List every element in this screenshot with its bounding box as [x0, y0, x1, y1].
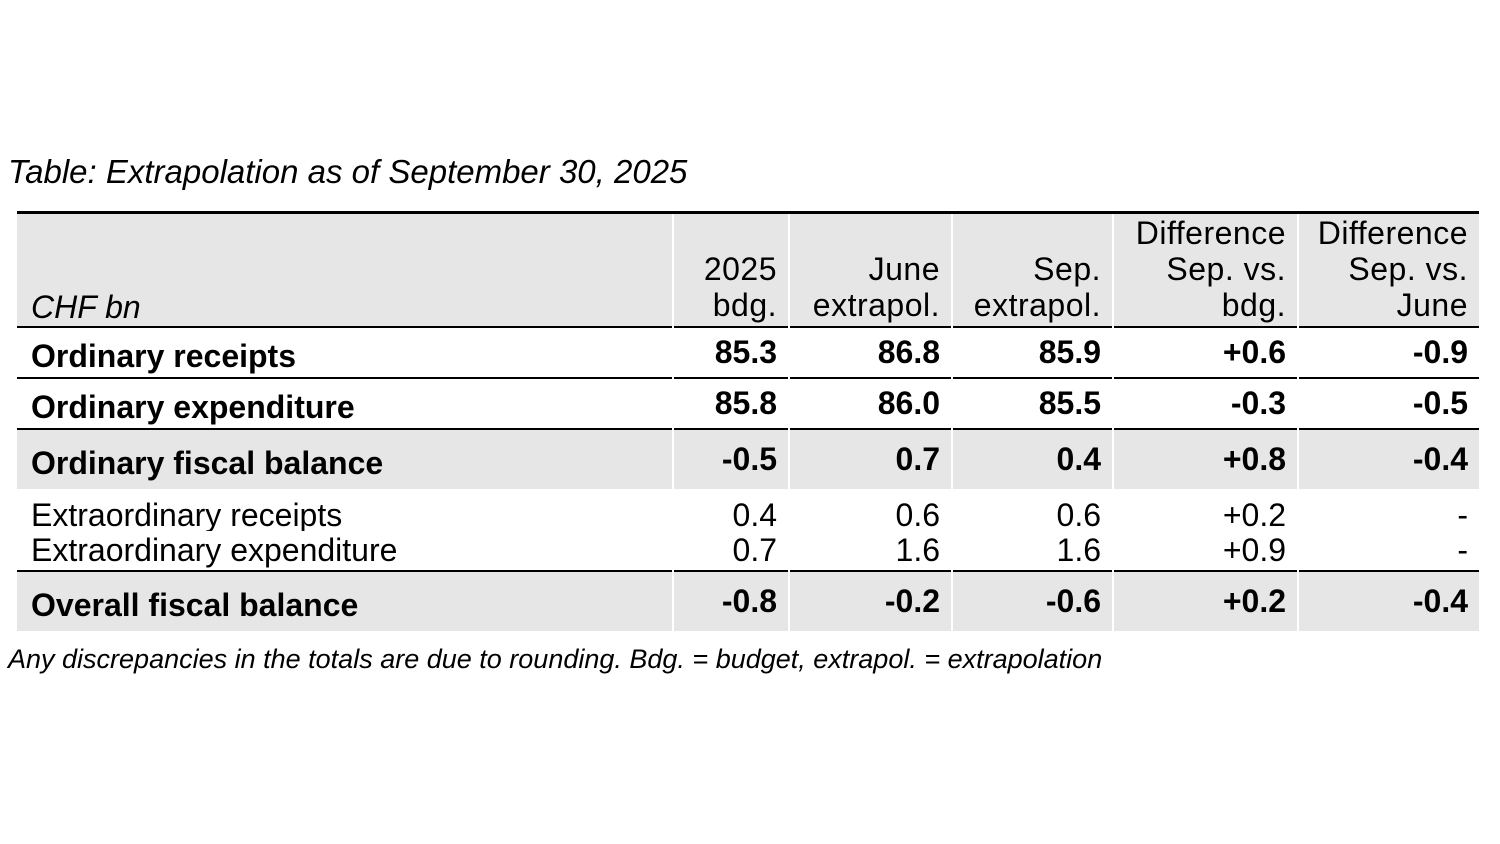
cell-diff-sep-vs-june: - [1297, 530, 1479, 571]
table-row-ordinary-fiscal-balance: Ordinary fiscal balance -0.5 0.7 0.4 +0.… [17, 428, 1479, 489]
table-row-extraordinary-expenditure: Extraordinary expenditure 0.7 1.6 1.6 +0… [17, 530, 1479, 571]
col-header-line: Difference [1135, 214, 1286, 251]
table-header-row: CHF bn 2025 bdg. June extrapol. Sep. ext… [17, 212, 1479, 327]
row-label: Overall fiscal balance [17, 570, 673, 631]
cell-diff-sep-vs-budget: -0.3 [1112, 377, 1298, 429]
table-caption: Table: Extrapolation as of September 30,… [8, 153, 688, 190]
table-row-extraordinary-receipts: Extraordinary receipts 0.4 0.6 0.6 +0.2 … [17, 488, 1479, 531]
cell-2025-budget: 85.3 [672, 326, 789, 378]
cell-june-extrapolation: 0.6 [788, 488, 952, 531]
cell-june-extrapolation: 0.7 [788, 428, 952, 489]
col-header-line: extrapol. [973, 286, 1101, 323]
cell-sep-extrapolation: 0.4 [951, 428, 1113, 489]
cell-sep-extrapolation: 1.6 [951, 530, 1113, 571]
cell-june-extrapolation: 86.8 [788, 326, 952, 378]
col-header-line: bdg. [1221, 286, 1286, 323]
cell-diff-sep-vs-budget: +0.8 [1112, 428, 1298, 489]
table-footnote: Any discrepancies in the totals are due … [8, 644, 1103, 674]
cell-diff-sep-vs-june: -0.4 [1297, 570, 1479, 631]
col-header-diff-sep-vs-budget: Difference Sep. vs. bdg. [1112, 212, 1298, 327]
col-header-line: 2025 [703, 250, 777, 287]
col-header-line: Sep. vs. [1348, 250, 1468, 287]
col-header-diff-sep-vs-june: Difference Sep. vs. June [1297, 212, 1479, 327]
col-header-line: Sep. vs. [1166, 250, 1286, 287]
col-header-line: June [868, 250, 940, 287]
cell-2025-budget: 0.4 [672, 488, 789, 531]
cell-diff-sep-vs-budget: +0.6 [1112, 326, 1298, 378]
row-label: Ordinary receipts [31, 338, 296, 374]
fiscal-table: CHF bn 2025 bdg. June extrapol. Sep. ext… [17, 211, 1479, 631]
cell-sep-extrapolation: 0.6 [951, 488, 1113, 531]
col-header-june-extrapolation: June extrapol. [788, 212, 952, 327]
cell-diff-sep-vs-june: -0.5 [1297, 377, 1479, 429]
cell-diff-sep-vs-budget: +0.2 [1112, 570, 1298, 631]
cell-june-extrapolation: 1.6 [788, 530, 952, 571]
cell-2025-budget: -0.5 [672, 428, 789, 489]
col-header-line: extrapol. [812, 286, 940, 323]
cell-2025-budget: 85.8 [672, 377, 789, 429]
col-header-sep-extrapolation: Sep. extrapol. [951, 212, 1113, 327]
cell-2025-budget: 0.7 [672, 530, 789, 571]
cell-june-extrapolation: 86.0 [788, 377, 952, 429]
cell-diff-sep-vs-budget: +0.2 [1112, 488, 1298, 531]
cell-diff-sep-vs-june: -0.4 [1297, 428, 1479, 489]
col-header-2025-budget: 2025 bdg. [672, 212, 789, 327]
row-label: Extraordinary receipts [31, 496, 343, 531]
cell-diff-sep-vs-budget: +0.9 [1112, 530, 1298, 571]
table-row-ordinary-receipts: Ordinary receipts 85.3 86.8 85.9 +0.6 -0… [17, 326, 1479, 378]
table-row-ordinary-expenditure: Ordinary expenditure 85.8 86.0 85.5 -0.3… [17, 377, 1479, 429]
table-row-overall-fiscal-balance: Overall fiscal balance -0.8 -0.2 -0.6 +0… [17, 570, 1479, 631]
cell-sep-extrapolation: -0.6 [951, 570, 1113, 631]
col-header-line: Difference [1317, 214, 1468, 251]
row-label: Extraordinary expenditure [31, 532, 398, 568]
col-header-line: Sep. [1033, 250, 1101, 287]
col-header-line: bdg. [712, 286, 777, 323]
unit-label: CHF bn [17, 212, 673, 327]
cell-diff-sep-vs-june: -0.9 [1297, 326, 1479, 378]
cell-diff-sep-vs-june: - [1297, 488, 1479, 531]
cell-june-extrapolation: -0.2 [788, 570, 952, 631]
col-header-line: June [1396, 286, 1468, 323]
row-label: Ordinary expenditure [31, 389, 355, 425]
cell-2025-budget: -0.8 [672, 570, 789, 631]
row-label: Ordinary fiscal balance [17, 428, 673, 489]
cell-sep-extrapolation: 85.9 [951, 326, 1113, 378]
cell-sep-extrapolation: 85.5 [951, 377, 1113, 429]
